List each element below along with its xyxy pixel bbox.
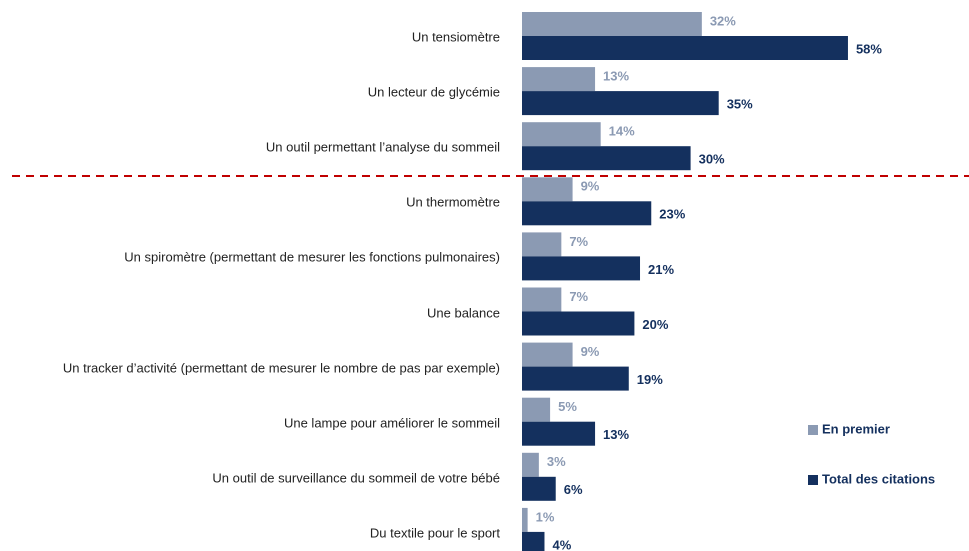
value-label: 13% xyxy=(603,427,629,442)
bar xyxy=(522,91,719,116)
value-label: 6% xyxy=(564,482,583,497)
value-label: 7% xyxy=(569,289,588,304)
value-label: 32% xyxy=(710,13,736,28)
value-label: 35% xyxy=(727,97,753,112)
bar xyxy=(522,342,573,367)
value-label: 3% xyxy=(547,454,566,469)
bar xyxy=(522,36,848,60)
value-label: 20% xyxy=(642,317,668,332)
legend-label: En premier xyxy=(822,421,890,436)
value-label: 5% xyxy=(558,399,577,414)
value-label: 9% xyxy=(581,344,600,359)
value-label: 23% xyxy=(659,207,685,222)
value-label: 1% xyxy=(536,509,555,524)
legend-label: Total des citations xyxy=(822,471,935,486)
category-label: Un tracker d’activité (permettant de mes… xyxy=(62,360,500,376)
bar xyxy=(522,531,545,551)
legend-swatch xyxy=(808,425,818,435)
value-label: 14% xyxy=(609,124,635,139)
bar xyxy=(522,232,562,257)
category-label: Un spiromètre (permettant de mesurer les… xyxy=(124,249,500,265)
bar xyxy=(522,287,562,312)
bar xyxy=(522,201,652,226)
bar xyxy=(522,146,691,171)
value-label: 9% xyxy=(581,179,600,194)
bar xyxy=(522,507,528,532)
value-label: 30% xyxy=(699,152,725,167)
bar xyxy=(522,397,551,422)
bar xyxy=(522,452,539,477)
value-label: 21% xyxy=(648,262,674,277)
legend-swatch xyxy=(808,475,818,485)
value-label: 19% xyxy=(637,372,663,387)
category-label: Un lecteur de glycémie xyxy=(367,84,500,100)
bar xyxy=(522,256,641,281)
bar xyxy=(522,311,635,336)
bar xyxy=(522,366,629,391)
bar xyxy=(522,12,702,36)
category-label: Un thermomètre xyxy=(406,194,500,210)
value-label: 4% xyxy=(552,537,571,551)
category-label: Une lampe pour améliorer le sommeil xyxy=(283,415,500,431)
category-label: Une balance xyxy=(427,305,500,320)
bar xyxy=(522,476,556,501)
bar xyxy=(522,122,601,147)
category-label: Du textile pour le sport xyxy=(369,525,500,541)
value-label: 58% xyxy=(856,41,882,56)
category-label: Un outil permettant l’analyse du sommeil xyxy=(265,139,500,155)
bar xyxy=(522,421,596,446)
category-label: Un outil de surveillance du sommeil de v… xyxy=(212,470,500,486)
category-label: Un tensiomètre xyxy=(411,29,500,45)
bar xyxy=(522,177,573,202)
value-label: 7% xyxy=(569,234,588,249)
bar xyxy=(522,67,596,92)
value-label: 13% xyxy=(603,69,629,84)
